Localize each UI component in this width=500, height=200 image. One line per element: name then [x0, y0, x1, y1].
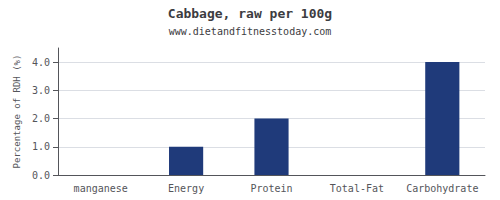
svg-text:Total-Fat: Total-Fat — [330, 183, 384, 194]
svg-text:Carbohydrate: Carbohydrate — [406, 183, 478, 194]
svg-text:2.0: 2.0 — [32, 113, 50, 124]
svg-text:www.dietandfitnesstoday.com: www.dietandfitnesstoday.com — [169, 26, 332, 37]
svg-text:0.0: 0.0 — [32, 170, 50, 181]
svg-text:Cabbage, raw per 100g: Cabbage, raw per 100g — [168, 6, 332, 21]
svg-text:Percentage of RDH (%): Percentage of RDH (%) — [12, 55, 22, 169]
svg-text:Protein: Protein — [250, 183, 292, 194]
svg-text:3.0: 3.0 — [32, 85, 50, 96]
svg-text:1.0: 1.0 — [32, 141, 50, 152]
svg-text:manganese: manganese — [74, 183, 128, 194]
svg-text:Energy: Energy — [168, 183, 204, 194]
svg-text:4.0: 4.0 — [32, 57, 50, 68]
